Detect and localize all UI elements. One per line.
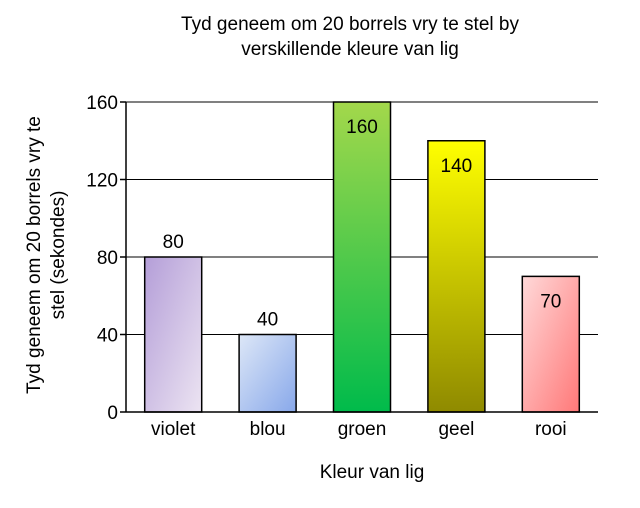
y-tick-label-40: 40: [97, 326, 118, 347]
category-label-rooi: rooi: [535, 419, 567, 440]
category-label-groen: groen: [338, 419, 387, 440]
y-tick-label-0: 0: [107, 403, 118, 424]
category-labels: violet blou groen geel rooi: [151, 419, 567, 440]
bar-groen: [332, 101, 392, 413]
chart-title-line-1: Tyd geneem om 20 borrels vry te stel by: [181, 14, 519, 35]
category-label-blou: blou: [250, 419, 286, 440]
category-label-geel: geel: [438, 419, 474, 440]
x-axis-label: Kleur van lig: [320, 462, 425, 483]
value-label-blou: 40: [257, 310, 278, 331]
y-axis-label-line-1: Tyd geneem om 20 borrels vry te: [24, 116, 45, 394]
chart-title-line-2: verskillende kleure van lig: [241, 39, 459, 60]
bar-blou: [238, 333, 297, 413]
value-label-rooi: 70: [540, 291, 561, 312]
value-label-geel: 140: [441, 156, 473, 177]
bar-violet: [143, 256, 203, 413]
y-axis-ticks: 0 40 80 120 160: [86, 93, 126, 424]
y-tick-label-80: 80: [97, 248, 118, 269]
bar-geel: [427, 140, 486, 413]
value-label-groen: 160: [346, 117, 378, 138]
bars: [143, 101, 581, 413]
y-axis-label: Tyd geneem om 20 borrels vry te stel (se…: [24, 116, 69, 394]
y-tick-label-120: 120: [86, 171, 118, 192]
y-tick-label-160: 160: [86, 93, 118, 114]
value-label-violet: 80: [163, 232, 184, 253]
y-axis-label-line-2: stel (sekondes): [48, 191, 69, 320]
value-labels: 80 40 160 140 70: [163, 117, 562, 331]
category-label-violet: violet: [151, 419, 196, 440]
